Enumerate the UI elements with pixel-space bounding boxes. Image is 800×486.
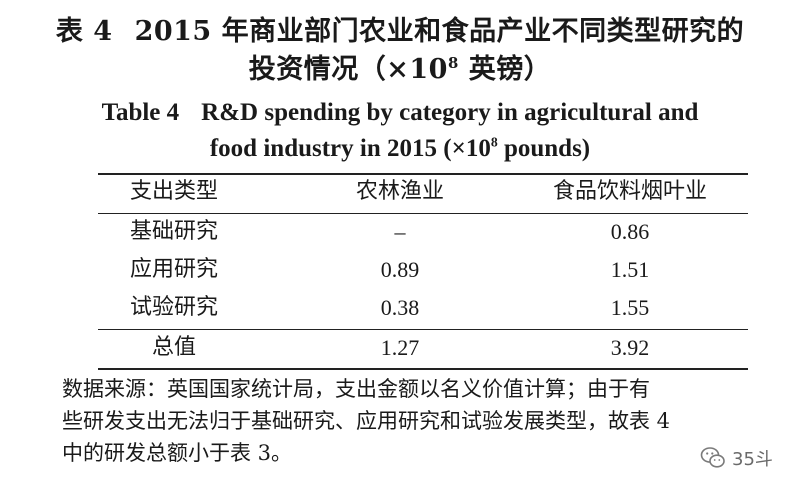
title-cn-line2-suffix: 英镑） <box>458 54 552 85</box>
table-label-cn: 表 4 <box>55 16 113 47</box>
row-experimental-agri: 0.38 <box>380 295 420 320</box>
row-basic-food: 0.86 <box>610 219 650 244</box>
table-note-line2: 些研发支出无法归于基础研究、应用研究和试验发展类型，故表 4 <box>62 409 671 433</box>
table-bottom-rule <box>98 368 748 370</box>
row-experimental-food: 1.55 <box>610 295 650 320</box>
column-header-agri: 农林渔业 <box>355 179 444 204</box>
row-applied-agri: 0.89 <box>380 257 420 282</box>
table-title-cn-line2: 投资情况（×108 英镑） <box>0 52 800 88</box>
watermark-text: 35斗 <box>732 449 773 470</box>
row-total-agri: 1.27 <box>380 335 420 360</box>
table-title-cn-line1: 表 4 2015 年商业部门农业和食品产业不同类型研究的 <box>0 14 800 50</box>
table-label-en: Table 4 <box>101 99 180 126</box>
title-cn-line2-prefix: 投资情况（×10 <box>248 54 448 85</box>
title-en-exponent: 8 <box>490 134 498 150</box>
row-total-food: 3.92 <box>610 335 650 360</box>
row-basic-agri: – <box>394 219 406 244</box>
table-header-rule <box>98 213 748 214</box>
table-title-en-text: R&D spending by category in agricultural… <box>201 99 699 126</box>
table-top-rule <box>98 173 748 175</box>
row-basic-type: 基础研究 <box>129 219 218 244</box>
column-header-type: 支出类型 <box>129 179 218 204</box>
watermark: 35斗 <box>700 440 796 476</box>
row-total-type: 总值 <box>151 335 196 360</box>
row-applied-type: 应用研究 <box>129 257 218 282</box>
table-title-en-line1: Table 4 R&D spending by category in agric… <box>0 96 800 130</box>
row-applied-food: 1.51 <box>610 257 650 282</box>
table-title-cn-text: 2015 年商业部门农业和食品产业不同类型研究的 <box>134 16 745 47</box>
row-experimental-type: 试验研究 <box>129 295 218 320</box>
table-title-en-line2: food industry in 2015 (×108 pounds) <box>0 132 800 166</box>
table-note-line3: 中的研发总额小于表 3。 <box>62 441 293 465</box>
column-header-food: 食品饮料烟叶业 <box>552 179 707 204</box>
title-cn-exponent: 8 <box>447 54 459 72</box>
table-total-rule <box>98 329 748 330</box>
table-note-line1: 数据来源：英国国家统计局，支出金额以名义价值计算；由于有 <box>62 377 650 401</box>
wechat-icon <box>700 445 726 471</box>
title-en-line2-prefix: food industry in 2015 (×10 <box>209 135 491 162</box>
title-en-line2-suffix: pounds) <box>497 135 591 162</box>
